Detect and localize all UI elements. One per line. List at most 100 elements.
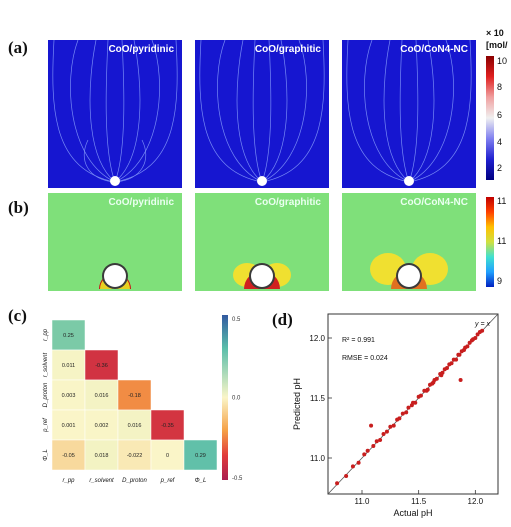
panel-b-title-graphitic: CoO/graphitic <box>254 197 321 208</box>
scatter-point <box>458 378 463 382</box>
x-tick-label: 11.5 <box>411 497 427 506</box>
heatmap-cell <box>84 439 119 471</box>
panel-a-pyridinic: CoO/pyridinic <box>48 39 182 208</box>
heatmap-cell <box>51 349 86 381</box>
colorbar-b-tick: 11 <box>497 236 507 246</box>
scatter-point <box>378 438 383 442</box>
scatter-point <box>350 464 355 469</box>
panel-b-title-pyridinic: CoO/pyridinic <box>108 197 174 208</box>
y-tick-label: 11.0 <box>310 454 326 463</box>
colorbar-a-header-2: [mol/ <box>486 40 508 50</box>
y-axis-label: Predicted pH <box>292 378 302 430</box>
scatter-point <box>473 336 478 340</box>
heatmap-cell-value: -0.36 <box>95 363 108 369</box>
scatter-point <box>431 380 436 385</box>
y-tick-label: 12.0 <box>309 334 325 343</box>
scatter-point <box>425 387 430 392</box>
scatter-point <box>356 460 361 465</box>
scatter-point <box>406 405 411 410</box>
y-tick-label: 11.5 <box>310 394 326 403</box>
scatter-point <box>344 474 349 478</box>
scatter-point <box>369 423 374 428</box>
panel-a-title-graphitic: CoO/graphitic <box>254 44 321 55</box>
panel-label-b: (b) <box>8 198 29 217</box>
scatter-point <box>381 432 386 436</box>
heatmap-row-label: r_pp <box>43 328 49 341</box>
heatmap-col-label: Φ_L <box>195 478 207 484</box>
panel-label-c: (c) <box>8 306 27 325</box>
colorbar-b <box>486 197 494 287</box>
scatter-point <box>397 416 402 421</box>
colorbar-a-tick: 2 <box>497 163 503 173</box>
heatmap-cell-value: 0.016 <box>95 393 109 399</box>
scatter-point <box>362 452 367 457</box>
scatter-point <box>384 429 389 434</box>
x-axis-label: Actual pH <box>393 508 432 518</box>
concentration-field-con4 <box>342 39 476 242</box>
heatmap-col-label: r_pp <box>62 478 75 484</box>
scatter-point <box>400 411 405 416</box>
heatmap-cell <box>117 439 152 471</box>
scatter-point <box>449 361 454 366</box>
scatter-point <box>418 393 423 398</box>
colorbar-a-tick: 10 <box>497 56 508 66</box>
panel-label-a: (a) <box>8 38 28 57</box>
panel-a-graphitic: CoO/graphitic <box>195 39 329 236</box>
heatmap-cell <box>84 409 119 441</box>
scatter-point <box>454 357 459 362</box>
scatter-point <box>434 376 439 381</box>
heatmap-cell <box>51 319 86 351</box>
heatmap-cell-value: 0.002 <box>95 423 109 429</box>
panel-b-con4: CoO/CoN4-NC <box>342 193 476 291</box>
ph-field-pyridinic <box>48 193 182 291</box>
heatmap-cell <box>117 409 152 441</box>
heatmap-row-label: p_ref <box>43 417 49 433</box>
heatmap-colorbar-tick: 0.5 <box>232 317 241 323</box>
heatmap-row-label: D_proton <box>43 382 49 407</box>
heatmap-col-label: r_solvent <box>89 478 114 484</box>
heatmap-cell-value: 0.003 <box>62 393 76 399</box>
scatter-point <box>465 344 470 349</box>
heatmap-cell-value: 0.018 <box>95 453 109 459</box>
heatmap-colorbar-tick: 0.0 <box>232 396 241 402</box>
x-tick-label: 11.0 <box>355 497 371 506</box>
scatter-point <box>391 423 396 428</box>
panel-label-d: (d) <box>272 310 293 329</box>
heatmap-cell-value: 0.29 <box>195 453 206 459</box>
scatter-point <box>404 410 409 415</box>
colorbar-a-header-1: × 10 <box>486 28 504 38</box>
heatmap-cell-value: 0.016 <box>128 423 142 429</box>
heatmap-cell-value: -0.05 <box>62 453 75 459</box>
heatmap-cell <box>150 439 185 471</box>
heatmap-cell-value: 0.25 <box>63 333 74 339</box>
panel-b-title-con4: CoO/CoN4-NC <box>400 197 468 208</box>
heatmap-cell <box>84 349 119 381</box>
heatmap-col-label: p_ref <box>160 478 176 484</box>
colorbar-b-tick: 9 <box>497 276 503 286</box>
x-tick-label: 12.0 <box>468 497 484 506</box>
scatter-point <box>335 481 340 486</box>
colorbar-a-tick: 4 <box>497 137 503 147</box>
scatter-point <box>374 439 379 444</box>
r2-annotation: R² = 0.991 <box>342 337 375 344</box>
colorbar-b-tick: 11 <box>497 196 507 206</box>
heatmap-cell <box>150 409 185 441</box>
identity-annotation: y = x <box>474 321 490 328</box>
colorbar-a-tick: 8 <box>497 82 503 92</box>
heatmap-cell <box>183 439 218 471</box>
heatmap-cell-value: 0.001 <box>62 423 76 429</box>
concentration-field-pyridinic <box>48 39 182 208</box>
heatmap-colorbar <box>222 315 228 480</box>
heatmap-cell-value: -0.18 <box>128 393 141 399</box>
correlation-heatmap: 0.25 0.011 -0.36 0.003 0.016 -0.18 0.001 0.002 0… <box>43 315 243 484</box>
heatmap-cell <box>51 379 86 411</box>
scatter-point <box>457 352 462 357</box>
scatter-point <box>439 373 444 378</box>
scatter-point <box>411 400 415 405</box>
scatter-point <box>365 448 370 453</box>
heatmap-row-label: Φ_L <box>43 449 49 461</box>
heatmap-cell-value: -0.35 <box>161 423 174 429</box>
parity-scatter-plot: 11.0 11.5 12.0 11.0 11.5 12.0 R² = 0.991 RMSE =… <box>292 313 499 518</box>
heatmap-cell-value: 0.011 <box>62 363 75 369</box>
rmse-annotation: RMSE = 0.024 <box>342 355 388 362</box>
